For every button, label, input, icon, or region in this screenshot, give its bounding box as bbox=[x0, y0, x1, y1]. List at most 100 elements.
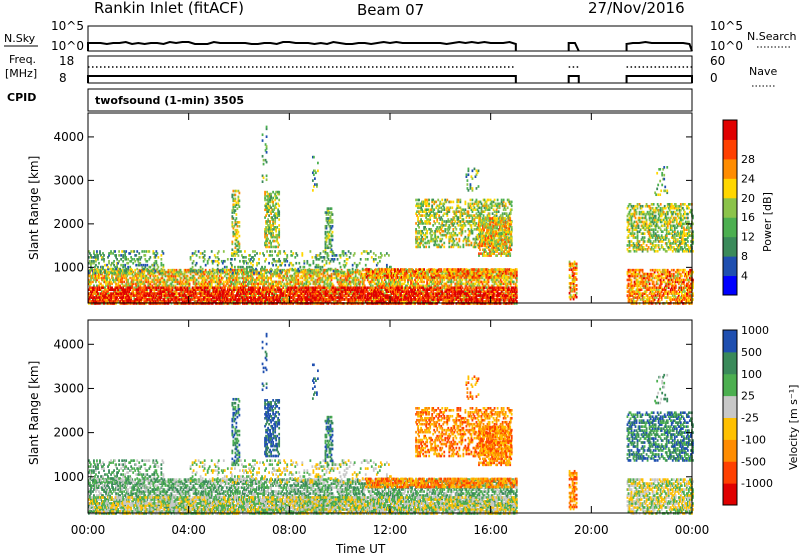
echo-cell bbox=[222, 277, 224, 280]
echo-cell bbox=[89, 286, 91, 289]
nsky-panel: N.Sky 10^5 10^0 10^5 10^0 N.Search bbox=[4, 19, 797, 53]
echo-cell bbox=[196, 279, 198, 282]
echo-cell bbox=[427, 279, 429, 282]
echo-cell bbox=[179, 298, 181, 301]
freq-label: Freq. bbox=[9, 53, 36, 66]
echo-cell bbox=[99, 277, 101, 280]
date-label: 27/Nov/2016 bbox=[588, 0, 685, 17]
echo-cell bbox=[316, 269, 318, 272]
echo-cell bbox=[141, 286, 143, 289]
nsearch-tick-top: 10^5 bbox=[710, 19, 743, 33]
echo-cell bbox=[207, 286, 209, 289]
echo-cell bbox=[223, 281, 225, 284]
nsearch-tick-bottom: 10^0 bbox=[710, 39, 743, 53]
echo-cell bbox=[123, 281, 125, 284]
echo-cell bbox=[238, 273, 240, 276]
echo-cell bbox=[115, 283, 117, 286]
echo-cell bbox=[155, 286, 157, 289]
echo-cell bbox=[150, 286, 152, 289]
echo-cell bbox=[105, 300, 107, 303]
echo-cell bbox=[332, 277, 334, 280]
echo-cell bbox=[133, 288, 135, 291]
echo-cell bbox=[176, 296, 178, 299]
echo-cell bbox=[157, 286, 159, 289]
echo-cell bbox=[281, 269, 283, 272]
echo-cell bbox=[301, 281, 303, 284]
echo-cell bbox=[194, 286, 196, 289]
echo-cell bbox=[104, 288, 106, 291]
echo-cell bbox=[139, 286, 141, 289]
echo-cell bbox=[443, 279, 445, 282]
echo-cell bbox=[164, 298, 166, 301]
echo-cell bbox=[187, 286, 189, 289]
echo-cell bbox=[304, 269, 306, 272]
nsky-frame bbox=[88, 26, 692, 51]
echo-cell bbox=[187, 275, 189, 278]
freq-tick-bottom: 8 bbox=[59, 71, 67, 85]
echo-cell bbox=[453, 279, 455, 282]
echo-cell bbox=[229, 288, 231, 291]
echo-cell bbox=[461, 279, 463, 282]
echo-cell bbox=[149, 281, 151, 284]
echo-cell bbox=[202, 292, 204, 295]
echo-cell bbox=[202, 286, 204, 289]
echo-cell bbox=[424, 285, 426, 288]
echo-cell bbox=[97, 300, 99, 303]
echo-cell bbox=[164, 279, 166, 282]
nsky-trace bbox=[88, 42, 692, 51]
nsky-tick-bottom: 10^0 bbox=[51, 39, 84, 53]
freq-trace bbox=[88, 76, 692, 83]
nave-tick-top: 60 bbox=[710, 54, 725, 68]
echo-cell bbox=[196, 283, 198, 286]
cpid-value: twofsound (1-min) 3505 bbox=[95, 94, 244, 107]
beam-label: Beam 07 bbox=[357, 1, 424, 19]
echo-cell bbox=[321, 273, 323, 276]
echo-cell bbox=[112, 277, 114, 280]
echo-cell bbox=[239, 281, 241, 284]
echo-cell bbox=[89, 300, 91, 303]
echo-cell bbox=[102, 286, 104, 289]
echo-cell bbox=[227, 298, 229, 301]
echo-cell bbox=[483, 275, 485, 278]
echo-cell bbox=[117, 298, 119, 301]
echo-cell bbox=[208, 290, 210, 293]
nave-label: Nave bbox=[749, 65, 777, 78]
echo-cell bbox=[129, 277, 131, 280]
freq-unit: [MHz] bbox=[5, 67, 37, 80]
echo-cell bbox=[214, 269, 216, 272]
nave-tick-bottom: 0 bbox=[710, 71, 718, 85]
echo-cell bbox=[97, 292, 99, 295]
freq-tick-top: 18 bbox=[59, 54, 74, 68]
echo-cell bbox=[127, 279, 129, 282]
echo-cell bbox=[130, 292, 132, 295]
echo-cell bbox=[174, 269, 176, 272]
echo-cell bbox=[147, 277, 149, 280]
echo-cell bbox=[204, 296, 206, 299]
echo-cell bbox=[160, 286, 162, 289]
echo-cell bbox=[423, 281, 425, 284]
echo-cell bbox=[174, 290, 176, 293]
echo-cell bbox=[134, 269, 136, 272]
echo-cell bbox=[201, 298, 203, 301]
echo-cell bbox=[190, 298, 192, 301]
echo-cell bbox=[334, 277, 336, 280]
power-heatmap bbox=[88, 126, 694, 305]
echo-cell bbox=[190, 290, 192, 293]
echo-cell bbox=[280, 277, 282, 280]
echo-cell bbox=[226, 277, 228, 280]
echo-cell bbox=[345, 273, 347, 276]
echo-cell bbox=[235, 269, 237, 272]
echo-cell bbox=[111, 283, 113, 286]
echo-cell bbox=[205, 286, 207, 289]
echo-cell bbox=[134, 294, 136, 297]
echo-cell bbox=[357, 269, 359, 272]
echo-cell bbox=[172, 286, 174, 289]
echo-cell bbox=[191, 294, 193, 297]
echo-cell bbox=[224, 269, 226, 272]
echo-cell bbox=[217, 286, 219, 289]
freq-panel: Freq. [MHz] 18 8 60 0 Nave bbox=[5, 53, 777, 86]
echo-cell bbox=[205, 290, 207, 293]
echo-cell bbox=[297, 279, 299, 282]
radar-title: Rankin Inlet (fitACF) bbox=[94, 0, 244, 17]
